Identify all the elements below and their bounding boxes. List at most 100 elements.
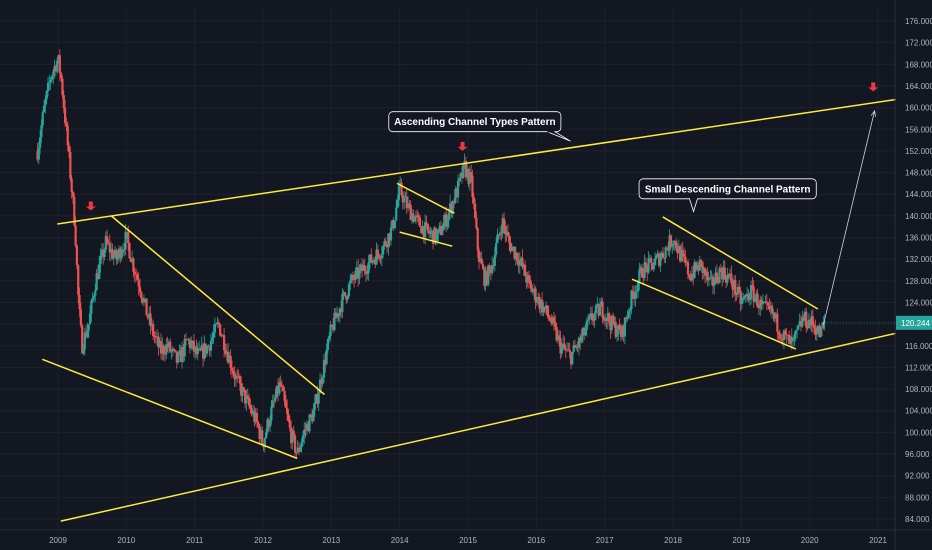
candle-body	[395, 207, 398, 221]
candle-body	[246, 395, 249, 398]
candle-body	[657, 253, 661, 266]
candle-body	[154, 336, 157, 338]
candle-body	[686, 262, 690, 275]
candle-body	[588, 315, 591, 320]
candle-body	[805, 311, 808, 328]
candle-body	[397, 185, 400, 201]
candle-body	[69, 152, 72, 179]
candle-body	[593, 313, 596, 321]
candle-body	[497, 234, 500, 236]
candle-body	[71, 191, 75, 197]
y-tick-label: 156.000	[905, 125, 932, 134]
candle-body	[376, 249, 379, 255]
y-tick-label: 176.000	[905, 17, 932, 26]
candle-body	[777, 331, 780, 334]
candle-body	[309, 414, 312, 416]
candle-body	[165, 344, 168, 355]
candle-body	[200, 344, 203, 351]
candle-body	[807, 319, 810, 328]
candle-body	[182, 347, 185, 357]
candle-body	[780, 338, 783, 340]
candle-body	[794, 330, 797, 335]
y-tick-label: 84.000	[905, 515, 930, 524]
candle-body	[435, 234, 439, 242]
candle-body	[96, 273, 100, 279]
candle-body	[646, 265, 649, 273]
candle-body	[618, 324, 621, 330]
candle-body	[383, 240, 386, 247]
candle-body	[749, 285, 753, 300]
candle-body	[665, 247, 669, 249]
candle-body	[660, 252, 663, 259]
candle-body	[326, 339, 330, 350]
candle-body	[174, 350, 177, 352]
candle-body	[623, 317, 627, 337]
candle-body	[631, 290, 634, 294]
candle-body	[396, 200, 399, 208]
candle-body	[420, 226, 423, 234]
candle-body	[195, 346, 198, 355]
candle-body	[468, 172, 471, 184]
y-tick-label: 88.000	[905, 493, 930, 502]
candle-body	[815, 332, 818, 335]
candle-body	[764, 301, 767, 303]
candle-body	[251, 411, 255, 415]
y-tick-label: 152.000	[905, 147, 932, 156]
candle-body	[635, 291, 638, 293]
candle-body	[709, 277, 712, 279]
candle-body	[413, 217, 416, 222]
candle-body	[470, 172, 473, 176]
candle-body	[163, 353, 167, 355]
candle-body	[73, 196, 76, 226]
y-tick-label: 164.000	[905, 82, 932, 91]
candle-body	[797, 325, 800, 330]
candle-body	[65, 123, 68, 126]
candle-body	[441, 230, 444, 235]
candle-body	[63, 107, 67, 124]
candle-body	[279, 382, 282, 386]
candle-body	[818, 325, 821, 338]
candle-body	[258, 426, 261, 440]
candle-body	[567, 349, 570, 351]
candle-body	[186, 339, 189, 341]
candle-body	[83, 332, 86, 350]
candle-body	[429, 232, 432, 234]
candle-body	[751, 285, 754, 287]
candle-body	[753, 297, 757, 302]
y-tick-label: 132.000	[905, 255, 932, 264]
candle-body	[313, 402, 316, 411]
candle-body	[141, 297, 144, 303]
y-tick-label: 140.000	[905, 212, 932, 221]
candle-body	[283, 390, 286, 401]
candle-body	[336, 313, 339, 319]
y-tick-label: 104.000	[905, 407, 932, 416]
candle-body	[510, 247, 513, 252]
candle-body	[56, 60, 59, 72]
candle-body	[556, 335, 559, 341]
candle-body	[488, 265, 491, 268]
candle-body	[205, 346, 209, 354]
candle-body	[629, 309, 632, 312]
candle-body	[178, 350, 181, 355]
candle-body	[752, 286, 755, 302]
candle-body	[701, 261, 704, 273]
candle-body	[144, 298, 147, 300]
candle-body	[240, 383, 243, 396]
candle-body	[601, 301, 604, 318]
candle-body	[109, 248, 113, 253]
candle-body	[393, 220, 397, 229]
candle-body	[739, 290, 742, 304]
y-tick-label: 148.000	[905, 169, 932, 178]
candle-body	[732, 280, 736, 290]
candle-body	[446, 220, 449, 227]
candle-body	[447, 212, 450, 221]
candle-body	[46, 82, 50, 92]
candle-body	[505, 231, 508, 235]
candle-body	[734, 280, 737, 295]
candle-body	[563, 343, 566, 349]
candle-body	[439, 226, 443, 235]
candle-body	[580, 336, 583, 342]
candle-body	[317, 393, 320, 404]
